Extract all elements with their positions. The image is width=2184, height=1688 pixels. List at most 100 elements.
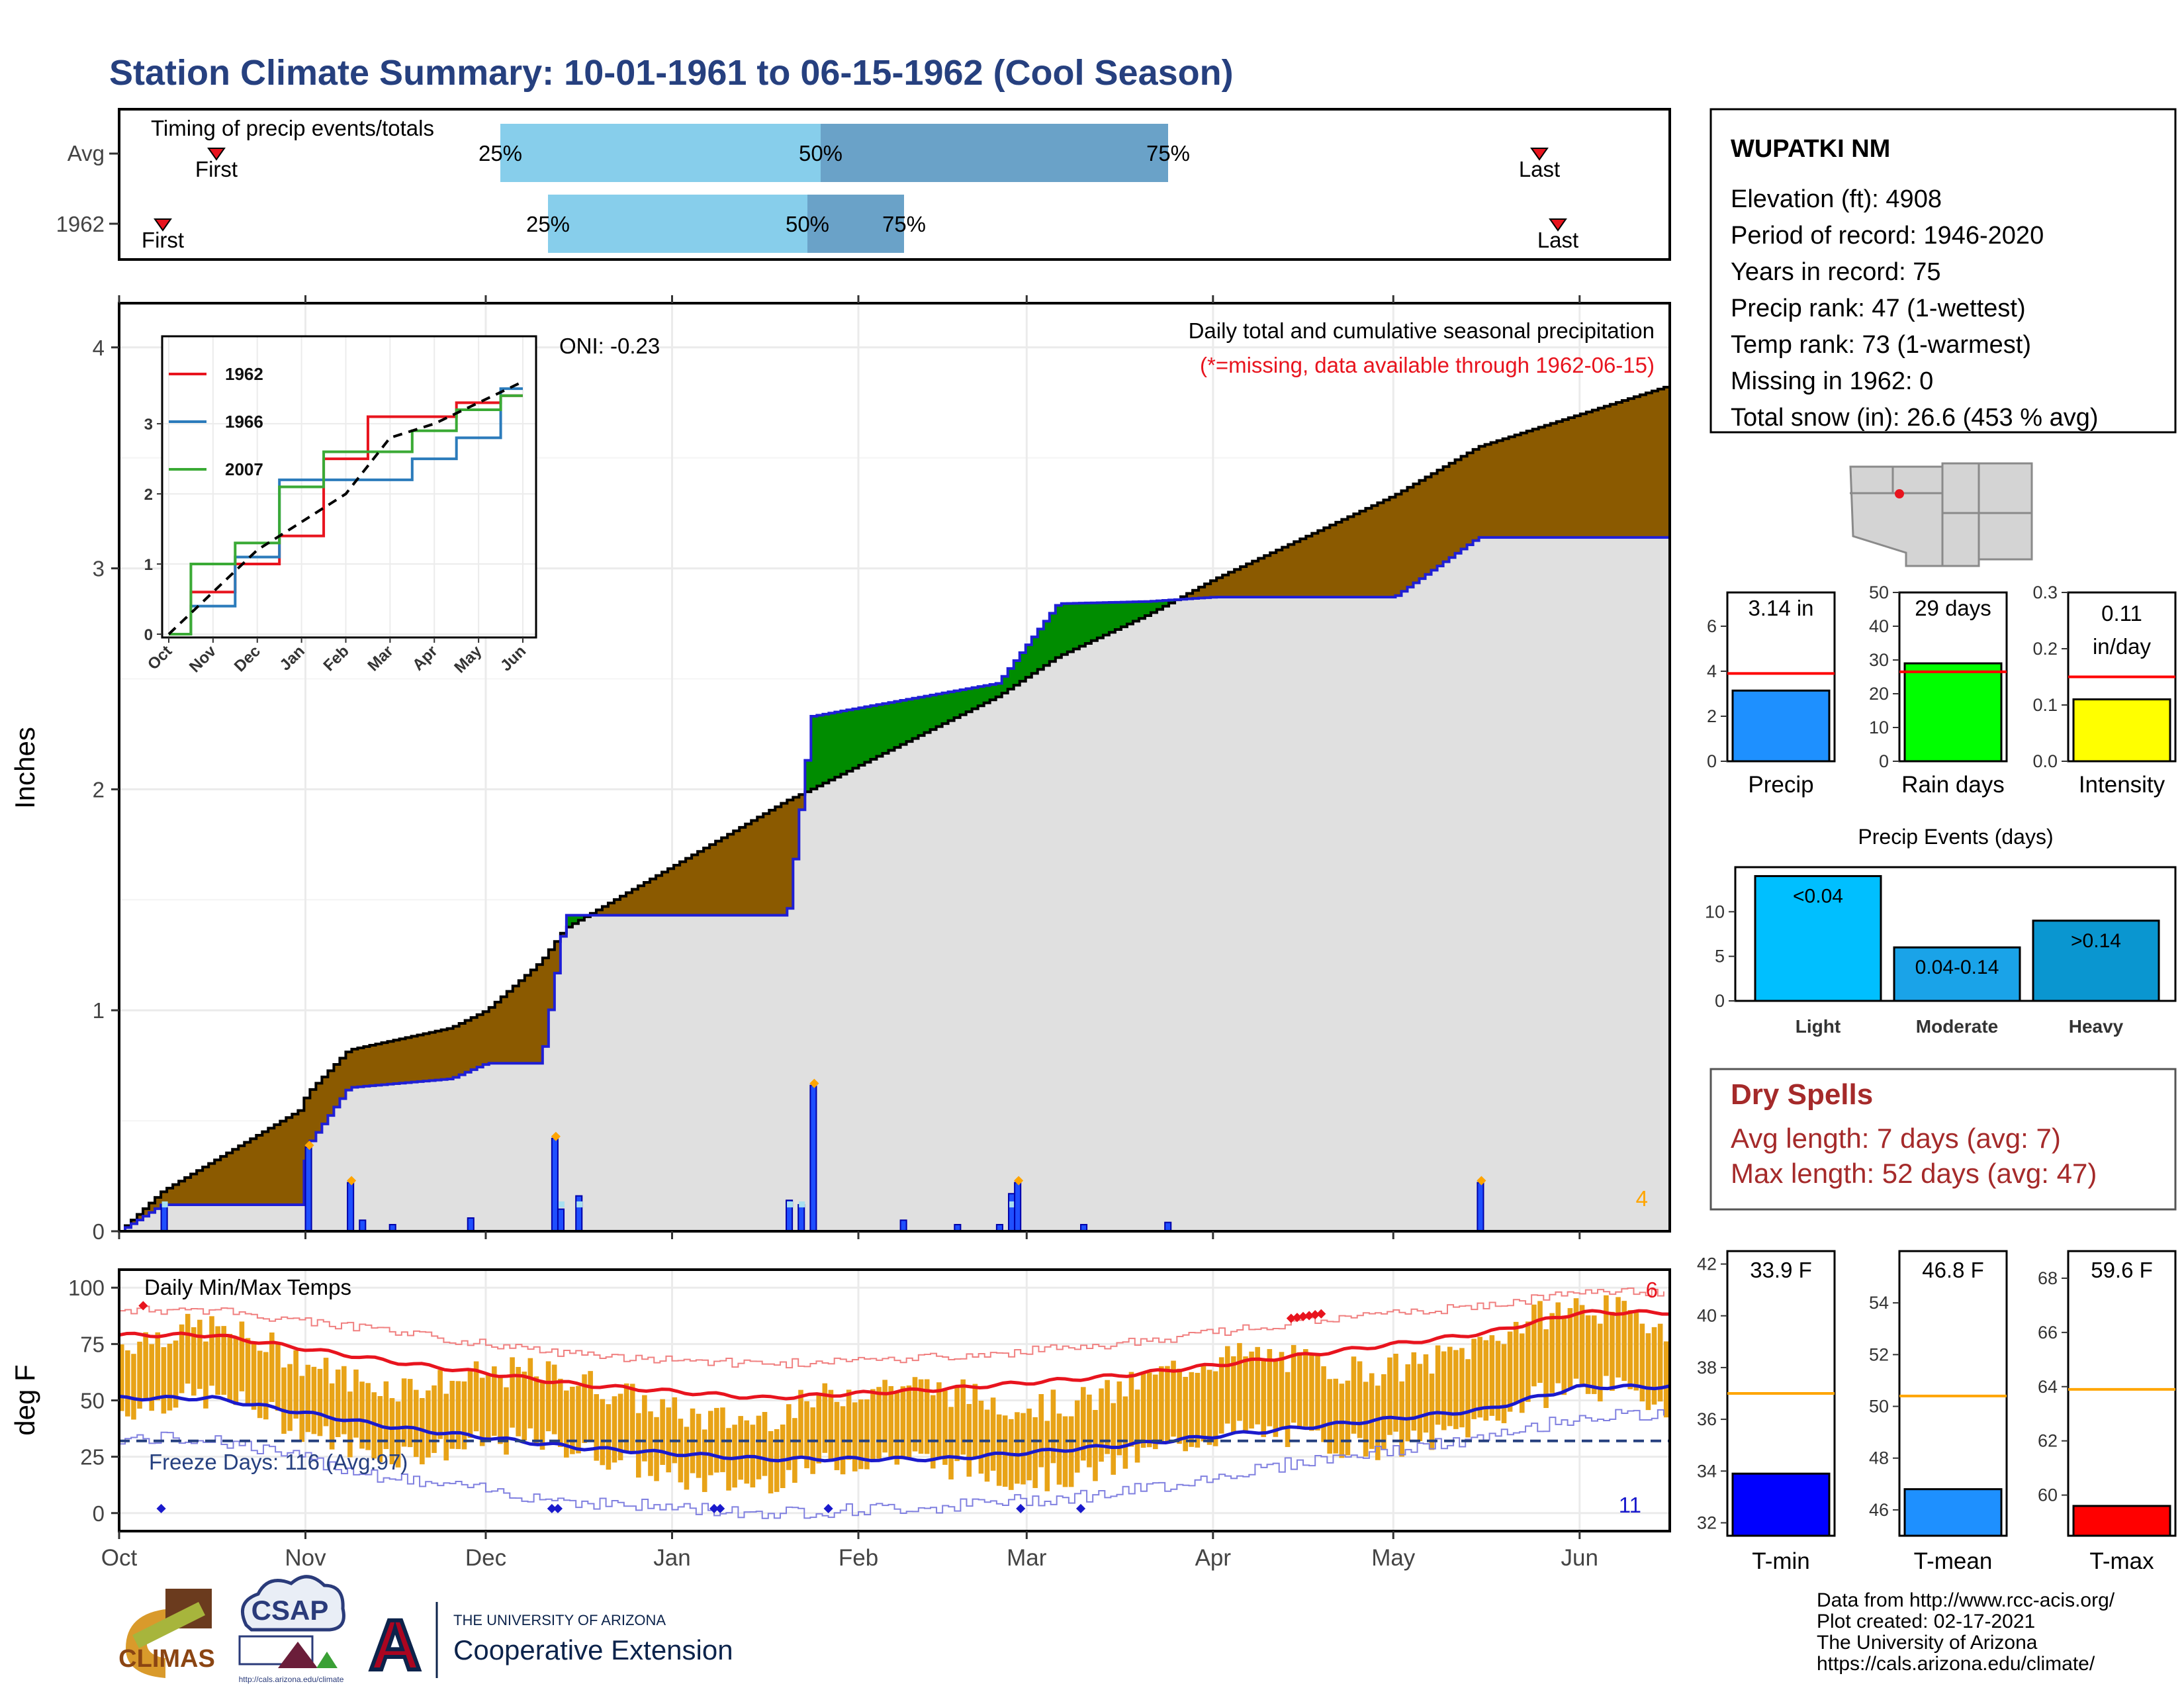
daily-precip-bar [467, 1217, 475, 1233]
summary-bar-tick-label: 0.2 [2032, 639, 2058, 659]
heavy-day-marker [551, 1131, 561, 1141]
temp-summary-value [2072, 1505, 2171, 1537]
snow-day-marker [799, 1201, 805, 1207]
temp-summary-tick-label: 34 [1697, 1461, 1717, 1481]
daily-temp-bar [377, 1395, 383, 1462]
daily-temp-bar [1610, 1311, 1615, 1391]
inset-ytick-label: 3 [144, 416, 153, 434]
daily-temp-bar [1375, 1385, 1381, 1460]
daily-temp-bar [311, 1366, 317, 1434]
daily-temp-bar [1303, 1349, 1308, 1427]
temp-summary-tick-label: 54 [1869, 1293, 1889, 1313]
daily-temp-bar [1579, 1305, 1585, 1385]
avg-p75: 75% [1146, 141, 1190, 165]
daily-temp-bar [1531, 1304, 1537, 1387]
temp-summary-chart: 46 48 50 52 54 46.8 F T-mean [1869, 1250, 2008, 1574]
daily-temp-bar [834, 1401, 840, 1470]
record-high-marker [1292, 1313, 1302, 1323]
daily-temp-bar [1111, 1403, 1116, 1475]
daily-temp-bar [1537, 1301, 1543, 1383]
station-detail-line: Precip rank: 47 (1-wettest) [1731, 295, 2026, 322]
precip-events-chart: Precip Events (days) 0 5 10 <0.04 Light 0.04-… [1705, 825, 2177, 1037]
temp-summary-frame [2067, 1250, 2177, 1537]
daily-temp-bar [1604, 1295, 1609, 1376]
daily-temp-bar [642, 1395, 647, 1462]
summary-bar-value [1903, 662, 2003, 763]
daily-temp-bar [1651, 1327, 1657, 1405]
daily-temp-bar [870, 1389, 876, 1461]
daily-temp-bar [678, 1419, 684, 1483]
daily-temp-bar [1171, 1360, 1176, 1437]
daily-temp-bar [858, 1399, 864, 1470]
daily-temp-bar [516, 1367, 521, 1436]
daily-temp-bar [1387, 1357, 1392, 1435]
daily-temp-bar [1206, 1370, 1212, 1445]
daily-temp-bar [798, 1389, 803, 1458]
daily-temp-bar [684, 1427, 690, 1490]
daily-temp-bar [912, 1377, 918, 1452]
events-tick-label: 0 [1715, 991, 1725, 1011]
daily-temp-bar [984, 1409, 990, 1482]
daily-precip-bar [551, 1137, 559, 1233]
daily-temp-bar [161, 1347, 167, 1414]
daily-temp-bar [1513, 1321, 1519, 1403]
summary-bar-label: Rain days [1901, 772, 2005, 798]
daily-temp-bar [293, 1350, 298, 1419]
precip-panel: 0 1 2 3 4 Inches ONI: -0.23 Daily total and … [9, 295, 1671, 1244]
precip-ytick-label: 2 [93, 777, 105, 802]
record-low-line [119, 1409, 1664, 1519]
daily-temp-bar [623, 1383, 629, 1451]
university-logo: A THE UNIVERSITY OF ARIZONA Cooperative … [367, 1602, 733, 1687]
daily-temp-bar [498, 1375, 503, 1444]
daily-temp-bar [1519, 1333, 1525, 1413]
inset-series-line [169, 394, 523, 635]
daily-temp-bar [617, 1393, 623, 1460]
daily-temp-bar [1044, 1421, 1050, 1491]
daily-temp-bar [401, 1378, 407, 1447]
daily-precip-bar [160, 1203, 168, 1233]
daily-temp-bar [1441, 1351, 1447, 1430]
precip-ylabel: Inches [9, 727, 40, 809]
record-high-marker [1310, 1310, 1320, 1320]
daily-temp-bar [245, 1338, 251, 1407]
daily-temp-bar [1273, 1360, 1279, 1437]
daily-temp-bar [576, 1385, 581, 1454]
daily-temp-bar [179, 1324, 185, 1393]
daily-temp-bar [978, 1400, 984, 1474]
daily-temp-bar [395, 1401, 401, 1468]
daily-temp-bar [1627, 1310, 1633, 1389]
daily-temp-bar [1153, 1374, 1158, 1450]
daily-temp-bar [269, 1332, 275, 1402]
daily-temp-bar [1212, 1371, 1218, 1446]
daily-temp-bar [900, 1386, 906, 1460]
daily-temp-bar [1639, 1323, 1645, 1402]
daily-precip-bar [797, 1203, 805, 1233]
daily-temp-bar [930, 1395, 936, 1469]
temp-ytick-label: 50 [80, 1389, 105, 1413]
daily-temp-bar [1411, 1352, 1417, 1431]
daily-temp-bar [1507, 1331, 1513, 1412]
daily-temp-bar [960, 1379, 966, 1455]
year-p25: 25% [526, 212, 570, 236]
inset-series-line [169, 387, 523, 635]
daily-temp-bar [1128, 1372, 1134, 1447]
daily-temp-bar [359, 1382, 365, 1449]
daily-temp-bar [1321, 1366, 1326, 1442]
precip-caption: Daily total and cumulative seasonal prec… [1189, 318, 1655, 343]
precip-ytick-label: 1 [93, 998, 105, 1023]
daily-temp-bar [215, 1326, 220, 1395]
daily-temp-bar [299, 1376, 305, 1442]
daily-temp-bar [1021, 1413, 1026, 1485]
climas-text: CLIMAS [118, 1645, 215, 1673]
daily-temp-bar [1165, 1366, 1170, 1442]
daily-temp-bar [1087, 1394, 1092, 1468]
event-bar [1893, 946, 2021, 1002]
oni-label: ONI: -0.23 [559, 334, 660, 358]
daily-temp-bar [443, 1393, 449, 1461]
daily-temp-bar [539, 1382, 545, 1450]
daily-temp-bar [1477, 1336, 1482, 1418]
avg-25-50-bar [500, 124, 821, 182]
avg-last-marker [1530, 148, 1549, 161]
missing-count: 4 [1636, 1186, 1648, 1211]
